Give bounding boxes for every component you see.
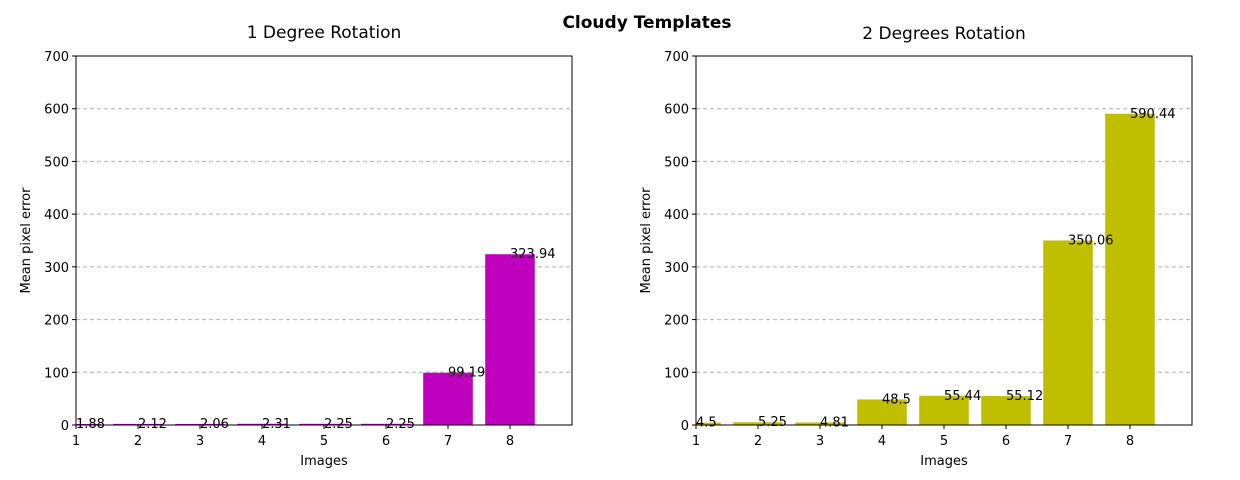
data-label: 2.25 (386, 417, 415, 432)
x-tick-label: 6 (382, 434, 390, 449)
x-tick-label: 8 (1126, 434, 1134, 449)
data-label: 4.5 (696, 416, 717, 431)
y-tick-label: 100 (664, 366, 689, 381)
bar (733, 422, 783, 425)
bar (485, 254, 535, 425)
y-tick-label: 400 (664, 208, 689, 223)
y-tick-label: 200 (664, 314, 689, 329)
data-label: 4.81 (820, 415, 849, 430)
bar (1043, 240, 1093, 425)
x-tick-label: 3 (816, 434, 824, 449)
data-label: 5.25 (758, 415, 787, 430)
panel-title: 1 Degree Rotation (247, 23, 402, 43)
y-tick-label: 400 (44, 208, 69, 223)
panel-2-degrees-rotation: 4.5 5.25 4.81 48.5 55.44 55.12 350.06 590.44 0 10… (639, 24, 1193, 469)
bar (423, 372, 473, 425)
bar (919, 395, 969, 425)
bar (175, 423, 225, 425)
y-tick-label: 200 (44, 314, 69, 329)
panel-1-degree-rotation: 1.88 2.12 2.06 2.31 2.25 2.2599.19323.9401002… (19, 23, 573, 469)
y-tick-label: 0 (681, 419, 689, 434)
y-tick-label: 300 (44, 261, 69, 276)
x-tick-label: 3 (196, 434, 204, 449)
data-label: 55.12 (1006, 389, 1043, 404)
x-tick-label: 1 (692, 434, 700, 449)
x-tick-label: 5 (320, 434, 328, 449)
data-label: 2.31 (262, 417, 291, 432)
x-tick-label: 4 (878, 434, 886, 449)
data-label: 350.06 (1068, 233, 1114, 248)
bar (361, 423, 411, 425)
bar (113, 423, 163, 425)
x-tick-label: 1 (72, 434, 80, 449)
x-tick-label: 2 (754, 434, 762, 449)
y-tick-label: 500 (664, 155, 689, 170)
data-label: 55.44 (944, 389, 981, 404)
x-tick-label: 7 (444, 434, 452, 449)
data-label: 323.94 (510, 247, 556, 262)
x-tick-label: 4 (258, 434, 266, 449)
x-tick-label: 5 (940, 434, 948, 449)
bar (1105, 113, 1155, 425)
panel-title: 2 Degrees Rotation (862, 24, 1025, 44)
data-label: 2.25 (324, 417, 353, 432)
y-axis-label: Mean pixel error (639, 187, 654, 294)
bar (696, 422, 721, 425)
bar (857, 399, 907, 425)
y-tick-label: 700 (664, 50, 689, 65)
figure-title: Cloudy Templates (562, 13, 731, 33)
y-tick-label: 600 (44, 103, 69, 118)
x-axis-label: Images (920, 454, 968, 469)
x-axis-label: Images (300, 454, 348, 469)
y-tick-label: 600 (664, 103, 689, 118)
data-label: 2.12 (138, 417, 167, 432)
bar (795, 422, 845, 425)
bar (237, 423, 287, 425)
y-tick-label: 0 (61, 419, 69, 434)
data-label: 590.44 (1130, 107, 1176, 122)
x-tick-label: 2 (134, 434, 142, 449)
x-tick-label: 8 (506, 434, 514, 449)
y-tick-label: 100 (44, 366, 69, 381)
bar (981, 395, 1031, 425)
x-tick-label: 7 (1064, 434, 1072, 449)
y-tick-label: 700 (44, 50, 69, 65)
data-label: 99.19 (448, 366, 485, 381)
y-tick-label: 500 (44, 155, 69, 170)
x-tick-label: 6 (1002, 434, 1010, 449)
y-tick-label: 300 (664, 261, 689, 276)
bar (299, 423, 349, 425)
data-label: 48.5 (882, 392, 911, 407)
y-axis-label: Mean pixel error (19, 187, 34, 294)
data-label: 2.06 (200, 417, 229, 432)
